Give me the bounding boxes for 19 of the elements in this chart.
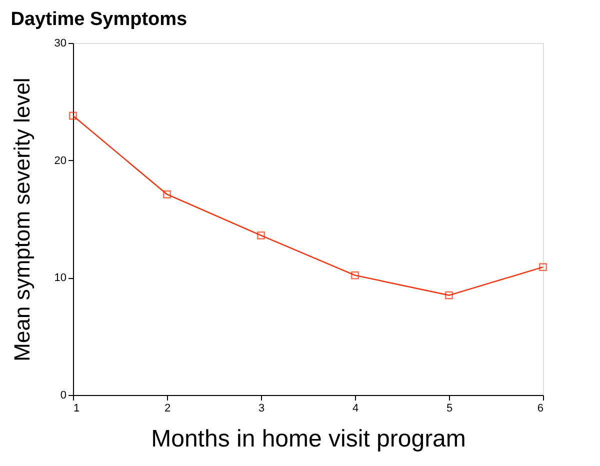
- x-tick-label: 3: [258, 402, 265, 414]
- x-tick-label: 2: [164, 402, 171, 414]
- point: [539, 263, 547, 272]
- x-tick-label: 4: [352, 402, 359, 414]
- point: [257, 231, 265, 240]
- x-tick-label: 1: [74, 402, 80, 414]
- y-axis-title: Mean symptom severity level: [9, 78, 34, 362]
- x-tick-label: 6: [537, 402, 544, 414]
- y-tick-label: 0: [60, 390, 66, 402]
- y-tick-label: 10: [54, 272, 66, 284]
- y-tick-label: 30: [54, 38, 66, 50]
- point: [163, 190, 171, 198]
- x-tick-label: 5: [446, 402, 453, 414]
- x-axis-title: Months in home visit program: [151, 426, 466, 452]
- point: [351, 271, 359, 280]
- y-tick-label: 20: [54, 154, 66, 167]
- chart-title: Daytime Symptoms: [10, 9, 188, 30]
- point: [445, 291, 453, 300]
- point: [69, 112, 77, 120]
